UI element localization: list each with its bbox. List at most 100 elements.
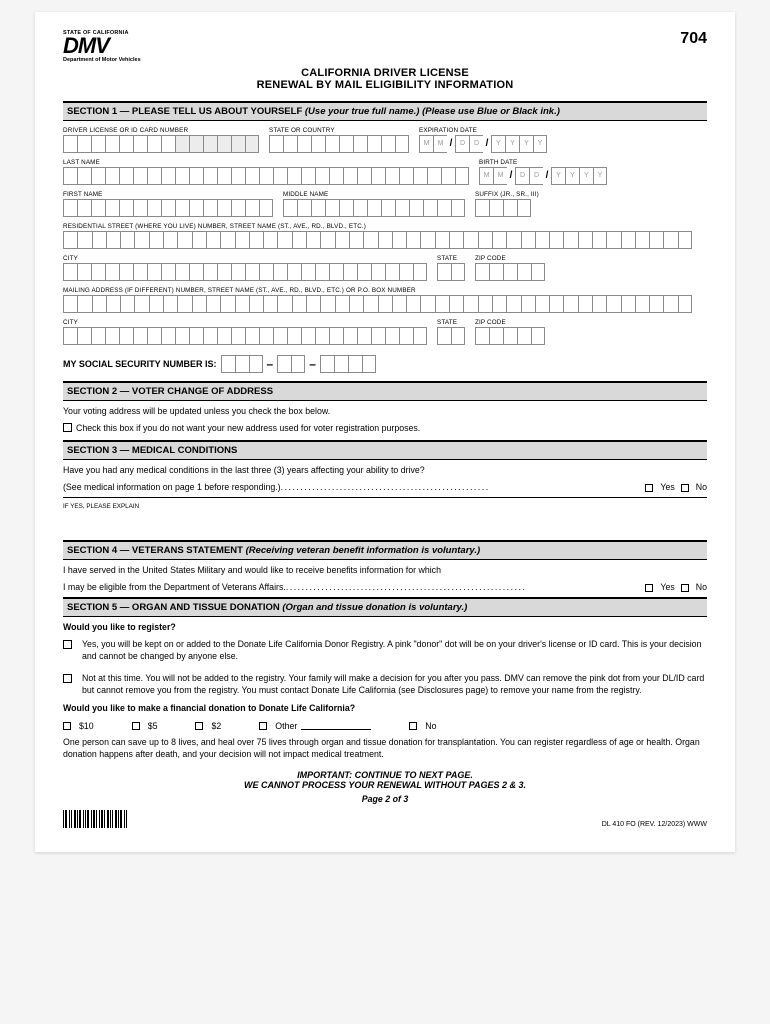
donate-question: Would you like to make a financial donat… (63, 703, 707, 715)
donate-2-label: $2 (211, 721, 221, 731)
section4-line2-row: I may be eligible from the Department of… (63, 582, 707, 594)
donate-2-checkbox[interactable] (195, 722, 203, 730)
section4-line2: I may be eligible from the Department of… (63, 582, 286, 594)
res-state-boxes[interactable] (437, 263, 465, 281)
dl-boxes[interactable] (63, 135, 259, 153)
section2-checkrow: Check this box if you do not want your n… (63, 423, 707, 435)
firstname-label: FIRST NAME (63, 191, 273, 198)
register-yes-row: Yes, you will be kept on or added to the… (63, 639, 707, 663)
register-no-checkbox[interactable] (63, 674, 72, 683)
section1-title: SECTION 1 — PLEASE TELL US ABOUT YOURSEL… (67, 106, 302, 117)
res-city-boxes[interactable] (63, 263, 427, 281)
dash-icon: – (267, 357, 274, 371)
field-suffix: SUFFIX (JR., SR., III) (475, 191, 539, 217)
birth-boxes[interactable]: MM/DD/YYYY (479, 167, 607, 185)
row-res-city-state-zip: CITY STATE ZIP CODE (63, 255, 707, 281)
explain-label: IF YES, PLEASE EXPLAIN (63, 503, 707, 512)
res-addr-label: RESIDENTIAL STREET (WHERE YOU LIVE) NUMB… (63, 223, 707, 230)
section5-title: SECTION 5 — ORGAN AND TISSUE DONATION (67, 602, 280, 613)
lastname-label: LAST NAME (63, 159, 469, 166)
dash-icon: – (309, 357, 316, 371)
suffix-label: SUFFIX (JR., SR., III) (475, 191, 539, 198)
yes-label: Yes (660, 482, 674, 494)
suffix-boxes[interactable] (475, 199, 539, 217)
mail-zip-label: ZIP CODE (475, 319, 545, 326)
donate-no-checkbox[interactable] (409, 722, 417, 730)
voter-optout-text: Check this box if you do not want your n… (76, 423, 420, 433)
section5-header: SECTION 5 — ORGAN AND TISSUE DONATION (O… (63, 597, 707, 617)
res-zip-boxes[interactable] (475, 263, 545, 281)
mail-addr-boxes[interactable] (63, 295, 707, 313)
section2-title: SECTION 2 — VOTER CHANGE OF ADDRESS (67, 386, 273, 397)
field-mail-zip: ZIP CODE (475, 319, 545, 345)
form-revision: DL 410 FO (REV. 12/2023) WWW (602, 821, 707, 828)
section2-line1: Your voting address will be updated unle… (63, 406, 707, 418)
donate-other-line[interactable] (301, 721, 371, 730)
field-res-state: STATE (437, 255, 465, 281)
res-addr-boxes[interactable] (63, 231, 707, 249)
section3-title: SECTION 3 — MEDICAL CONDITIONS (67, 445, 237, 456)
exp-boxes[interactable]: MM/DD/YYYY (419, 135, 547, 153)
field-dl-number: DRIVER LICENSE OR ID CARD NUMBER (63, 127, 259, 153)
medical-no-checkbox[interactable] (681, 484, 689, 492)
veteran-yes-checkbox[interactable] (645, 584, 653, 592)
section4-instruction: (Receiving veteran benefit information i… (246, 545, 481, 556)
donate-10-label: $10 (79, 721, 94, 731)
register-yes-checkbox[interactable] (63, 640, 72, 649)
middle-boxes[interactable] (283, 199, 465, 217)
section3-header: SECTION 3 — MEDICAL CONDITIONS (63, 440, 707, 460)
section2-header: SECTION 2 — VOTER CHANGE OF ADDRESS (63, 381, 707, 401)
lastname-boxes[interactable] (63, 167, 469, 185)
dmv-logo: STATE OF CALIFORNIA DMV Department of Mo… (63, 30, 141, 63)
ssn-row: MY SOCIAL SECURITY NUMBER IS: – – (63, 355, 707, 373)
mail-addr-label: MAILING ADDRESS (IF DIFFERENT) NUMBER, S… (63, 287, 707, 294)
mail-state-label: STATE (437, 319, 465, 326)
page-number: Page 2 of 3 (63, 794, 707, 804)
mail-zip-boxes[interactable] (475, 327, 545, 345)
medical-yes-checkbox[interactable] (645, 484, 653, 492)
continue-line: WE CANNOT PROCESS YOUR RENEWAL WITHOUT P… (63, 780, 707, 790)
field-state-country: STATE OR COUNTRY (269, 127, 409, 153)
section1-instruction: (Use your true full name.) (Please use B… (305, 106, 560, 117)
donate-other-label: Other (275, 721, 297, 731)
mail-city-boxes[interactable] (63, 327, 427, 345)
mail-city-label: CITY (63, 319, 427, 326)
register-no-text: Not at this time. You will not be added … (82, 673, 707, 697)
row-mail-city-state-zip: CITY STATE ZIP CODE (63, 319, 707, 345)
section4-line1: I have served in the United States Milit… (63, 565, 707, 577)
field-birthdate: BIRTH DATE MM/DD/YYYY (479, 159, 607, 185)
section5-closing: One person can save up to 8 lives, and h… (63, 737, 707, 761)
field-firstname: FIRST NAME (63, 191, 273, 217)
ssn-boxes-b[interactable] (277, 355, 305, 373)
middle-label: MIDDLE NAME (283, 191, 465, 198)
ssn-label: MY SOCIAL SECURITY NUMBER IS: (63, 359, 217, 369)
register-yes-text: Yes, you will be kept on or added to the… (82, 639, 707, 663)
mail-state-boxes[interactable] (437, 327, 465, 345)
donate-no-label: No (425, 721, 436, 731)
dept-label: Department of Motor Vehicles (63, 57, 141, 63)
row-dl-state-exp: DRIVER LICENSE OR ID CARD NUMBER STATE O… (63, 127, 707, 153)
ssn-boxes-a[interactable] (221, 355, 263, 373)
veteran-no-checkbox[interactable] (681, 584, 689, 592)
dot-leader: ........................................… (286, 582, 640, 594)
donate-10-checkbox[interactable] (63, 722, 71, 730)
no-label: No (696, 482, 707, 494)
field-lastname: LAST NAME (63, 159, 469, 185)
state-country-boxes[interactable] (269, 135, 409, 153)
register-no-row: Not at this time. You will not be added … (63, 673, 707, 697)
res-state-label: STATE (437, 255, 465, 262)
section4-header: SECTION 4 — VETERANS STATEMENT (Receivin… (63, 540, 707, 560)
ssn-boxes-c[interactable] (320, 355, 376, 373)
field-expiration: EXPIRATION DATE MM/DD/YYYY (419, 127, 547, 153)
register-question: Would you like to register? (63, 622, 707, 634)
explain-blank-area[interactable] (63, 512, 707, 540)
donate-5-checkbox[interactable] (132, 722, 140, 730)
title-line1: CALIFORNIA DRIVER LICENSE (63, 67, 707, 79)
donate-other-checkbox[interactable] (259, 722, 267, 730)
field-mail-address: MAILING ADDRESS (IF DIFFERENT) NUMBER, S… (63, 287, 707, 313)
voter-optout-checkbox[interactable] (63, 423, 72, 432)
row-lastname-birth: LAST NAME BIRTH DATE MM/DD/YYYY (63, 159, 707, 185)
field-res-address: RESIDENTIAL STREET (WHERE YOU LIVE) NUMB… (63, 223, 707, 249)
firstname-boxes[interactable] (63, 199, 273, 217)
no-label: No (696, 582, 707, 594)
